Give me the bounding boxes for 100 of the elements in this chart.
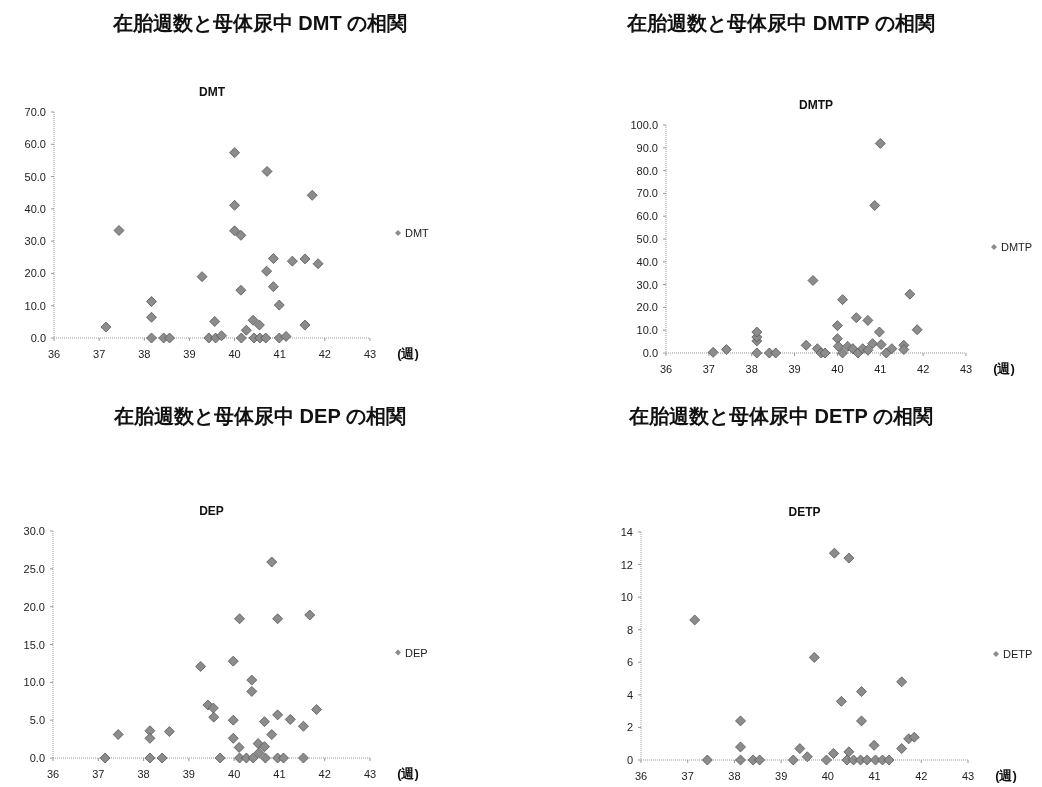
y-tick-label: 20.0 <box>23 600 45 613</box>
point <box>832 320 843 332</box>
x-tick-label: 38 <box>745 363 758 375</box>
point <box>751 347 763 359</box>
legend-label: DMT <box>405 227 430 239</box>
point <box>867 338 878 350</box>
chart-subtitle: DMTP <box>799 98 833 112</box>
point <box>196 271 208 283</box>
point <box>701 754 713 766</box>
point <box>306 189 318 201</box>
point <box>770 347 782 359</box>
x-tick-label: 40 <box>228 768 241 780</box>
y-tick-label: 40.0 <box>24 202 46 215</box>
point <box>828 748 839 759</box>
x-tick-label: 40 <box>831 363 844 375</box>
x-tick-label: 36 <box>46 768 60 780</box>
point <box>280 330 292 342</box>
point <box>861 754 873 766</box>
point <box>278 752 289 764</box>
y-tick-label: 10.0 <box>23 676 45 689</box>
y-tick-label: 14 <box>620 526 633 538</box>
y-tick-label: 20.0 <box>24 267 46 280</box>
point <box>819 347 831 359</box>
x-tick-label: 42 <box>318 768 331 780</box>
point <box>144 752 156 764</box>
chart-title: 在胎週数と母体尿中 DMTP の相関 <box>626 12 935 34</box>
point <box>259 752 271 764</box>
point <box>261 265 273 277</box>
x-tick-label: 40 <box>228 348 241 360</box>
y-tick-label: 30.0 <box>636 278 658 291</box>
point <box>235 284 247 296</box>
x-tick-label: 42 <box>915 770 928 782</box>
point <box>214 752 226 764</box>
point <box>896 743 908 754</box>
point <box>874 326 885 338</box>
point <box>312 258 324 270</box>
point <box>227 714 239 726</box>
legend-label: DETP <box>1003 648 1033 660</box>
point <box>837 294 848 306</box>
point <box>898 344 910 355</box>
point <box>272 613 284 625</box>
x-tick-label: 41 <box>273 348 286 360</box>
x-tick-label: 37 <box>92 768 105 780</box>
y-tick-label: 10.0 <box>24 299 46 312</box>
chart-title: 在胎週数と母体尿中 DMT の相関 <box>111 12 408 34</box>
point <box>284 714 296 725</box>
x-tick-label: 39 <box>183 348 196 360</box>
point <box>874 138 886 149</box>
point <box>267 253 279 264</box>
y-tick-label: 20.0 <box>636 301 658 314</box>
legend-label: DEP <box>405 646 428 659</box>
point <box>229 147 240 159</box>
y-tick-label: 25.0 <box>23 562 45 575</box>
point <box>908 731 920 743</box>
x-tick-label: 43 <box>363 348 377 360</box>
chart-subtitle: DETP <box>788 505 821 519</box>
point <box>304 609 316 621</box>
point <box>247 314 259 326</box>
point <box>886 343 898 355</box>
point <box>260 332 272 344</box>
y-tick-label: 0.0 <box>30 332 46 344</box>
point <box>207 702 219 714</box>
y-tick-label: 90.0 <box>636 141 658 154</box>
point <box>113 225 125 236</box>
point <box>273 332 285 344</box>
point <box>808 652 820 663</box>
point <box>862 315 874 326</box>
point <box>911 324 923 336</box>
x-axis-title: (週) <box>397 346 419 361</box>
y-tick-label: 60.0 <box>24 138 46 151</box>
point <box>195 661 207 672</box>
chart-subtitle: DMT <box>199 85 226 99</box>
point <box>246 674 258 686</box>
point <box>800 339 812 351</box>
x-tick-label: 37 <box>702 363 715 375</box>
point <box>875 339 887 350</box>
point <box>299 253 311 265</box>
x-tick-label: 41 <box>874 363 887 375</box>
point <box>235 332 247 344</box>
point <box>856 715 867 727</box>
y-tick-label: 70.0 <box>636 187 658 200</box>
x-axis-title: (週) <box>995 768 1017 783</box>
point <box>735 754 746 766</box>
point <box>821 754 832 766</box>
point <box>843 552 855 564</box>
point <box>254 319 265 331</box>
point <box>868 739 880 751</box>
point <box>850 312 862 324</box>
x-tick-label: 37 <box>93 348 106 360</box>
point <box>229 225 240 237</box>
x-tick-label: 39 <box>788 363 801 375</box>
point <box>253 747 265 759</box>
point <box>146 332 157 344</box>
x-tick-label: 43 <box>961 770 975 782</box>
x-tick-label: 36 <box>659 363 673 375</box>
point <box>836 695 847 707</box>
x-tick-label: 42 <box>318 348 331 360</box>
point <box>272 709 284 721</box>
x-tick-label: 43 <box>363 768 377 780</box>
point <box>100 321 112 333</box>
